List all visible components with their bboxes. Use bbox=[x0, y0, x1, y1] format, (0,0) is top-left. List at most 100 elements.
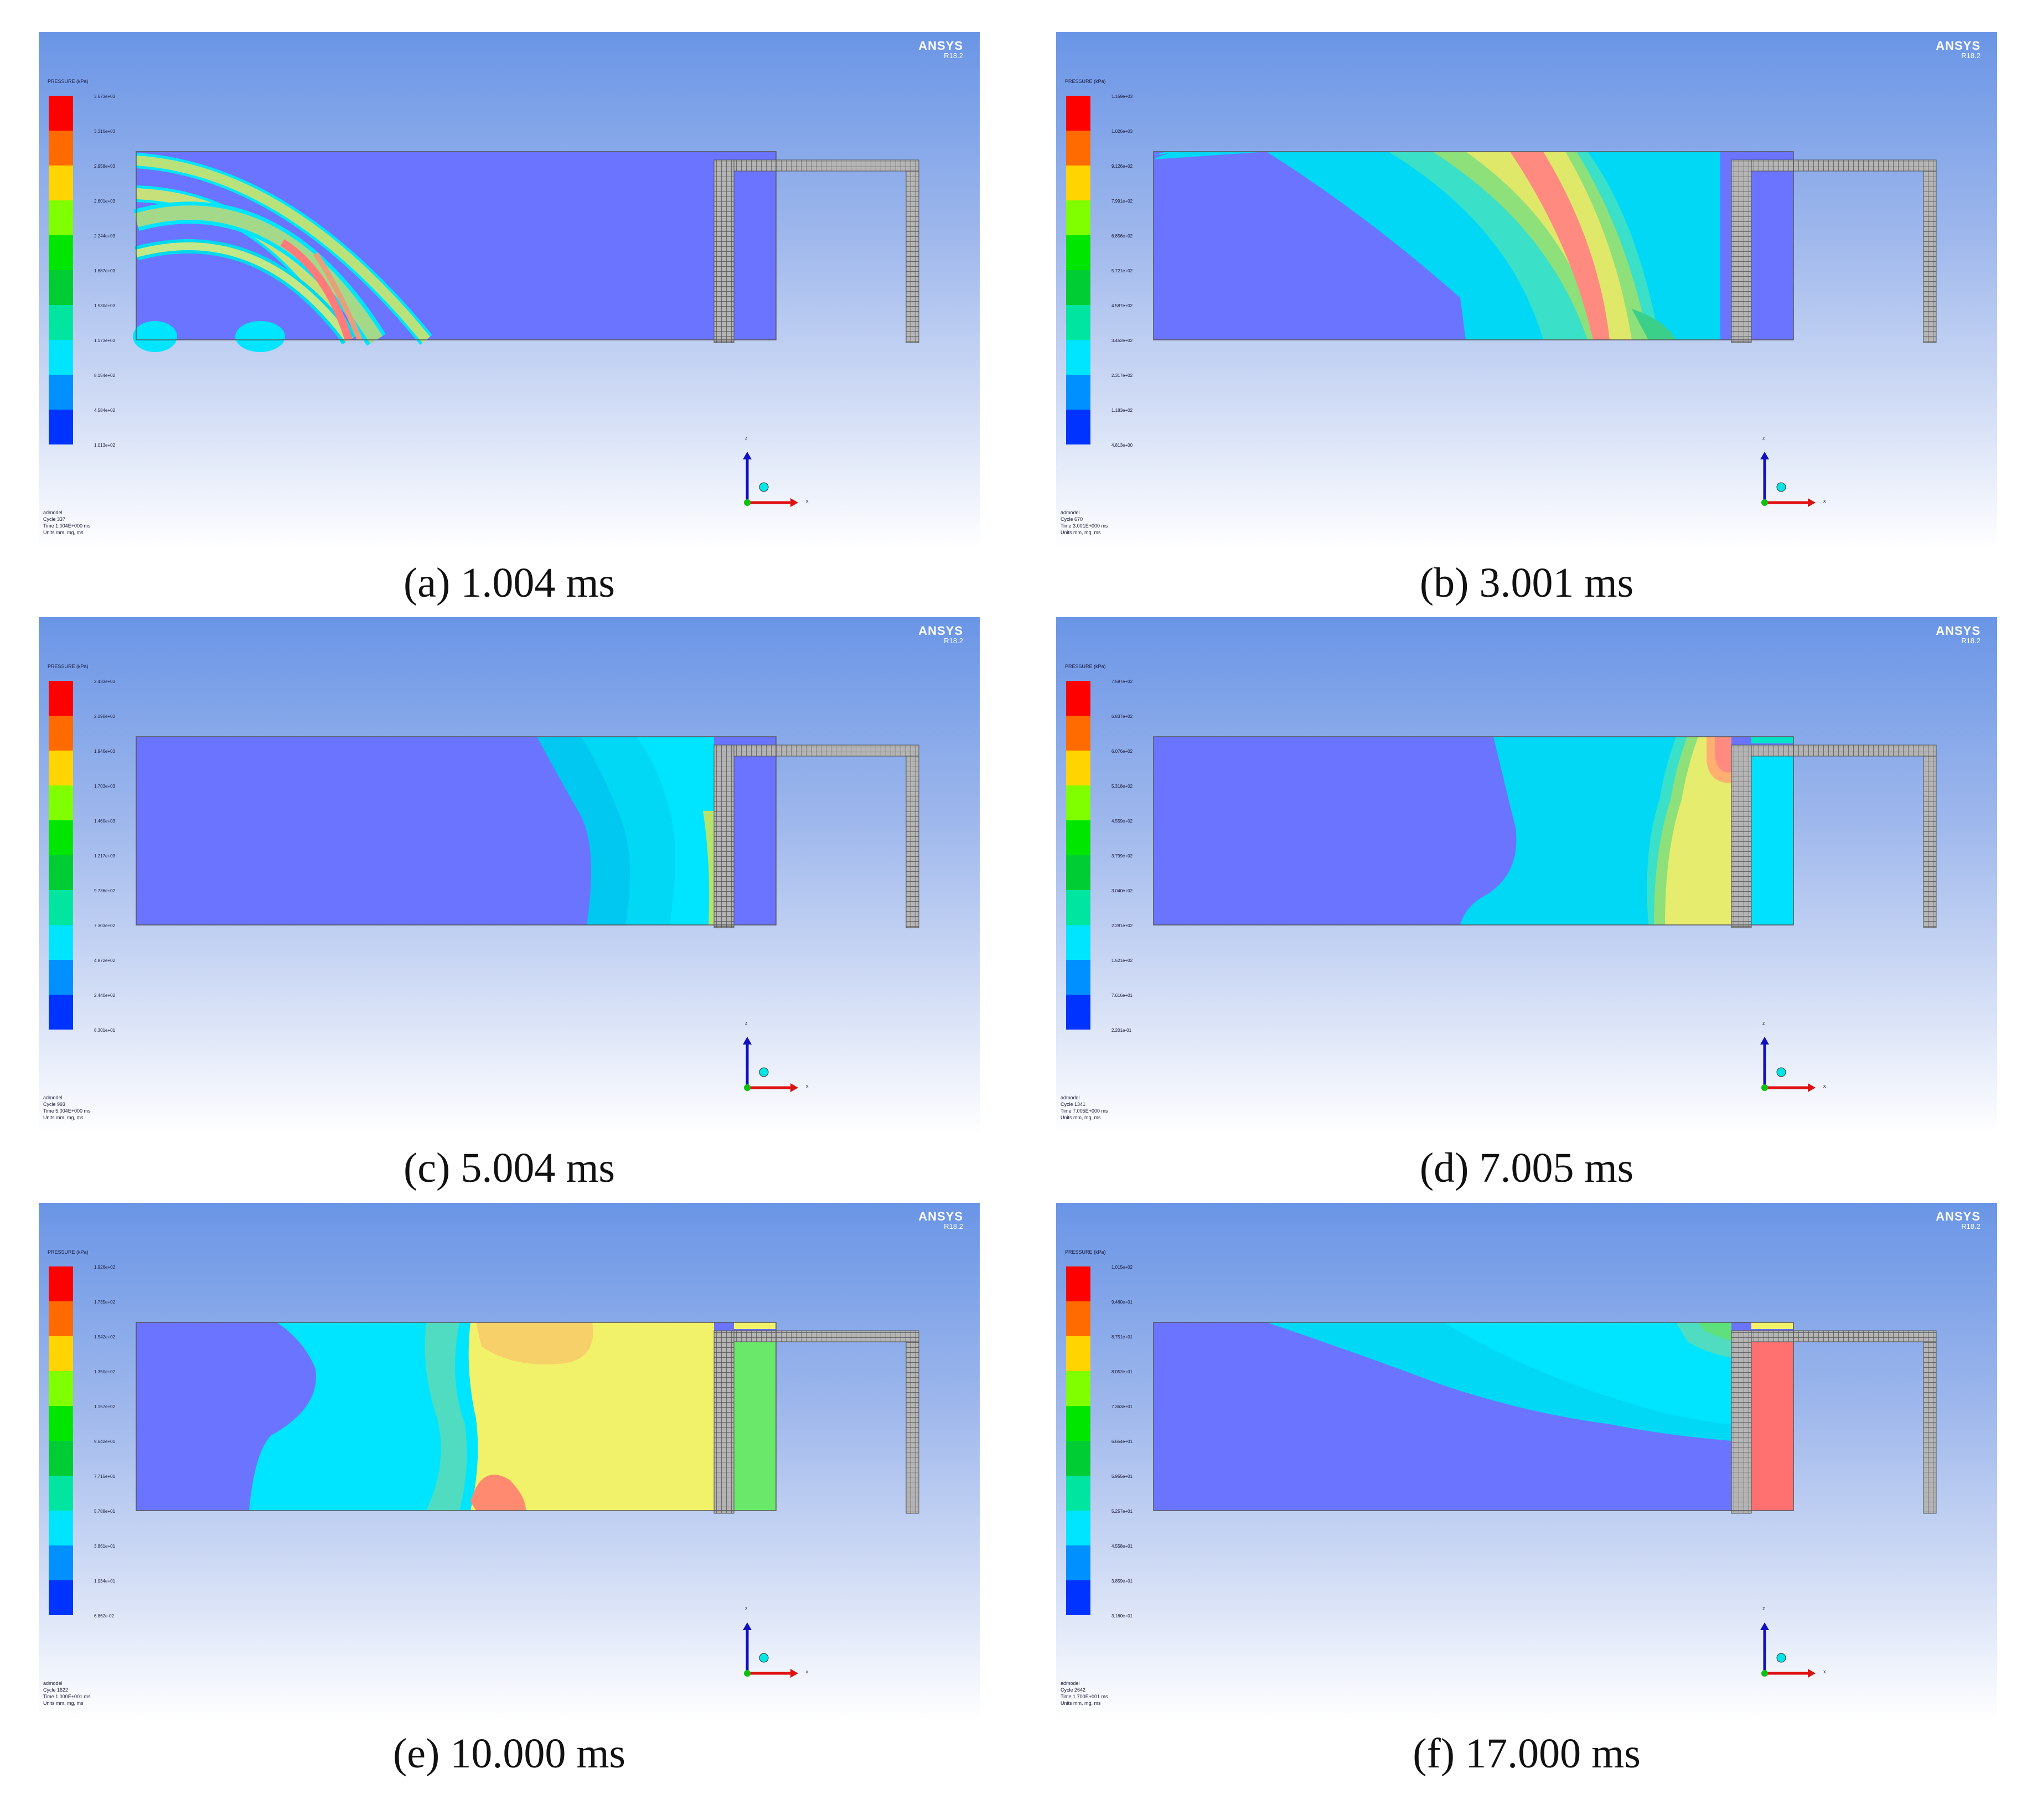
pressure-contour-c bbox=[49, 681, 919, 1092]
panel-f: ANSYS R18.2 PRESSURE (kPa) 1.015e+02 9.46… bbox=[1056, 1203, 1997, 1720]
legend-label: 3.452e+02 bbox=[1111, 338, 1133, 343]
legend-swatch bbox=[49, 1511, 73, 1545]
pressure-contour-e bbox=[49, 1266, 919, 1678]
legend-swatch bbox=[49, 1406, 73, 1441]
legend-label: 3.040e+02 bbox=[1111, 888, 1133, 893]
legend-label: 8.301e+01 bbox=[94, 1028, 116, 1033]
legend-swatch bbox=[1066, 166, 1090, 200]
legend-swatch bbox=[1066, 785, 1090, 820]
triad-x-label: x bbox=[1823, 1083, 1826, 1089]
pressure-contour-d bbox=[1066, 681, 1937, 1092]
pressure-contour-b bbox=[1066, 96, 1937, 507]
legend-label: 8.751e+01 bbox=[1111, 1335, 1133, 1340]
legend-swatch bbox=[1066, 270, 1090, 305]
panel-b: ANSYS R18.2 PRESSURE (kPa) 1.159e+03 1.02… bbox=[1056, 32, 1997, 550]
caption-a: (a) 1.004 ms bbox=[403, 560, 616, 606]
legend-label: 6.076e+02 bbox=[1111, 749, 1133, 754]
legend-swatch bbox=[49, 1580, 73, 1615]
legend-label: 1.173e+03 bbox=[94, 338, 116, 343]
ansys-logo: ANSYS R18.2 bbox=[918, 624, 963, 645]
legend-label: 6.856e+02 bbox=[1111, 234, 1133, 239]
legend-label: 1.735e+02 bbox=[94, 1300, 116, 1305]
legend-swatch bbox=[1066, 1266, 1090, 1301]
legend-swatch bbox=[49, 1266, 73, 1301]
legend-label: 2.601e+03 bbox=[94, 199, 116, 204]
legend-title: PRESSURE (kPa) bbox=[1065, 1249, 1106, 1255]
legend-label: 3.160e+01 bbox=[1111, 1614, 1133, 1619]
triad-x-label: x bbox=[1823, 1669, 1826, 1674]
legend-swatch bbox=[1066, 925, 1090, 960]
legend-swatch bbox=[49, 270, 73, 305]
legend-title: PRESSURE (kPa) bbox=[1065, 664, 1106, 669]
legend-label: 6.862e-02 bbox=[94, 1614, 115, 1619]
legend-swatch bbox=[1066, 340, 1090, 375]
model-info: admodel Cycle 670 Time 3.001E+000 ms Units … bbox=[1061, 510, 1108, 535]
triad-z-label: z bbox=[1762, 435, 1765, 441]
legend-label: 3.673e+03 bbox=[94, 94, 116, 99]
legend-label: 1.157e+02 bbox=[94, 1404, 116, 1409]
legend-label: 9.460e+01 bbox=[1111, 1300, 1133, 1305]
legend-swatch bbox=[1066, 1406, 1090, 1441]
legend-label: 7.715e+01 bbox=[94, 1474, 116, 1479]
legend-swatch bbox=[1066, 200, 1090, 235]
legend-swatch bbox=[1066, 1545, 1090, 1580]
ansys-logo: ANSYS R18.2 bbox=[1936, 1209, 1981, 1230]
caption-c: (c) 5.004 ms bbox=[403, 1145, 616, 1191]
legend-label: 3.799e+02 bbox=[1111, 854, 1133, 859]
triad-x-label: x bbox=[806, 1669, 809, 1674]
legend-swatch bbox=[1066, 1476, 1090, 1511]
legend-label: 1.703e+03 bbox=[94, 784, 116, 789]
legend-colorbar bbox=[49, 1266, 73, 1615]
pressure-contour-a bbox=[49, 96, 919, 507]
triad-x-label: x bbox=[1823, 498, 1826, 504]
legend-swatch bbox=[49, 305, 73, 340]
legend-label: 1.183e+02 bbox=[1111, 408, 1133, 413]
legend-swatch bbox=[1066, 131, 1090, 166]
legend-label: 5.788e+01 bbox=[94, 1509, 116, 1514]
legend-swatch bbox=[49, 1545, 73, 1580]
legend-colorbar bbox=[1066, 96, 1090, 444]
legend-label: 1.934e+01 bbox=[94, 1579, 116, 1584]
axis-triad-icon bbox=[1760, 1622, 1816, 1678]
legend-label: 2.201e-01 bbox=[1111, 1028, 1132, 1033]
legend-label: 2.190e+03 bbox=[94, 714, 116, 719]
triad-z-label: z bbox=[745, 1606, 748, 1611]
legend-label: 2.433e+03 bbox=[94, 679, 116, 684]
legend-label: 1.217e+03 bbox=[94, 854, 116, 859]
legend-swatch bbox=[1066, 1336, 1090, 1371]
legend-swatch bbox=[49, 96, 73, 131]
legend-label: 4.587e+02 bbox=[1111, 303, 1133, 308]
legend-swatch bbox=[1066, 1511, 1090, 1545]
legend-label: 1.887e+03 bbox=[94, 268, 116, 273]
legend-label: 5.257e+01 bbox=[1111, 1509, 1133, 1514]
legend-label: 7.363e+01 bbox=[1111, 1404, 1133, 1409]
legend-swatch bbox=[49, 375, 73, 410]
legend-swatch bbox=[49, 235, 73, 270]
legend-swatch bbox=[49, 925, 73, 960]
panel-e: ANSYS R18.2 PRESSURE (kPa) 1.926e+02 1.73… bbox=[39, 1203, 980, 1720]
legend-label: 7.587e+02 bbox=[1111, 679, 1133, 684]
legend-swatch bbox=[49, 410, 73, 444]
axis-triad-icon bbox=[1760, 1037, 1816, 1092]
legend-swatch bbox=[49, 785, 73, 820]
legend-label: 5.955e+01 bbox=[1111, 1474, 1133, 1479]
legend-swatch bbox=[1066, 1580, 1090, 1615]
legend-label: 7.616e+01 bbox=[1111, 993, 1133, 998]
legend-label: 1.542e+02 bbox=[94, 1335, 116, 1340]
legend-label: 1.026e+03 bbox=[1111, 129, 1133, 134]
legend-swatch bbox=[49, 995, 73, 1030]
legend-swatch bbox=[49, 1441, 73, 1476]
ansys-logo: ANSYS R18.2 bbox=[918, 1209, 963, 1230]
legend-label: 1.350e+02 bbox=[94, 1369, 116, 1374]
legend-label: 9.642e+01 bbox=[94, 1439, 116, 1444]
model-info: admodel Cycle 1622 Time 1.000E+001 ms Units… bbox=[43, 1681, 91, 1706]
legend-label: 8.154e+02 bbox=[94, 373, 116, 378]
legend-swatch bbox=[1066, 410, 1090, 444]
legend-swatch bbox=[49, 131, 73, 166]
legend-colorbar bbox=[1066, 681, 1090, 1030]
legend-swatch bbox=[49, 166, 73, 200]
legend-label: 1.946e+03 bbox=[94, 749, 116, 754]
legend-swatch bbox=[1066, 820, 1090, 855]
legend-swatch bbox=[49, 820, 73, 855]
legend-swatch bbox=[1066, 751, 1090, 785]
